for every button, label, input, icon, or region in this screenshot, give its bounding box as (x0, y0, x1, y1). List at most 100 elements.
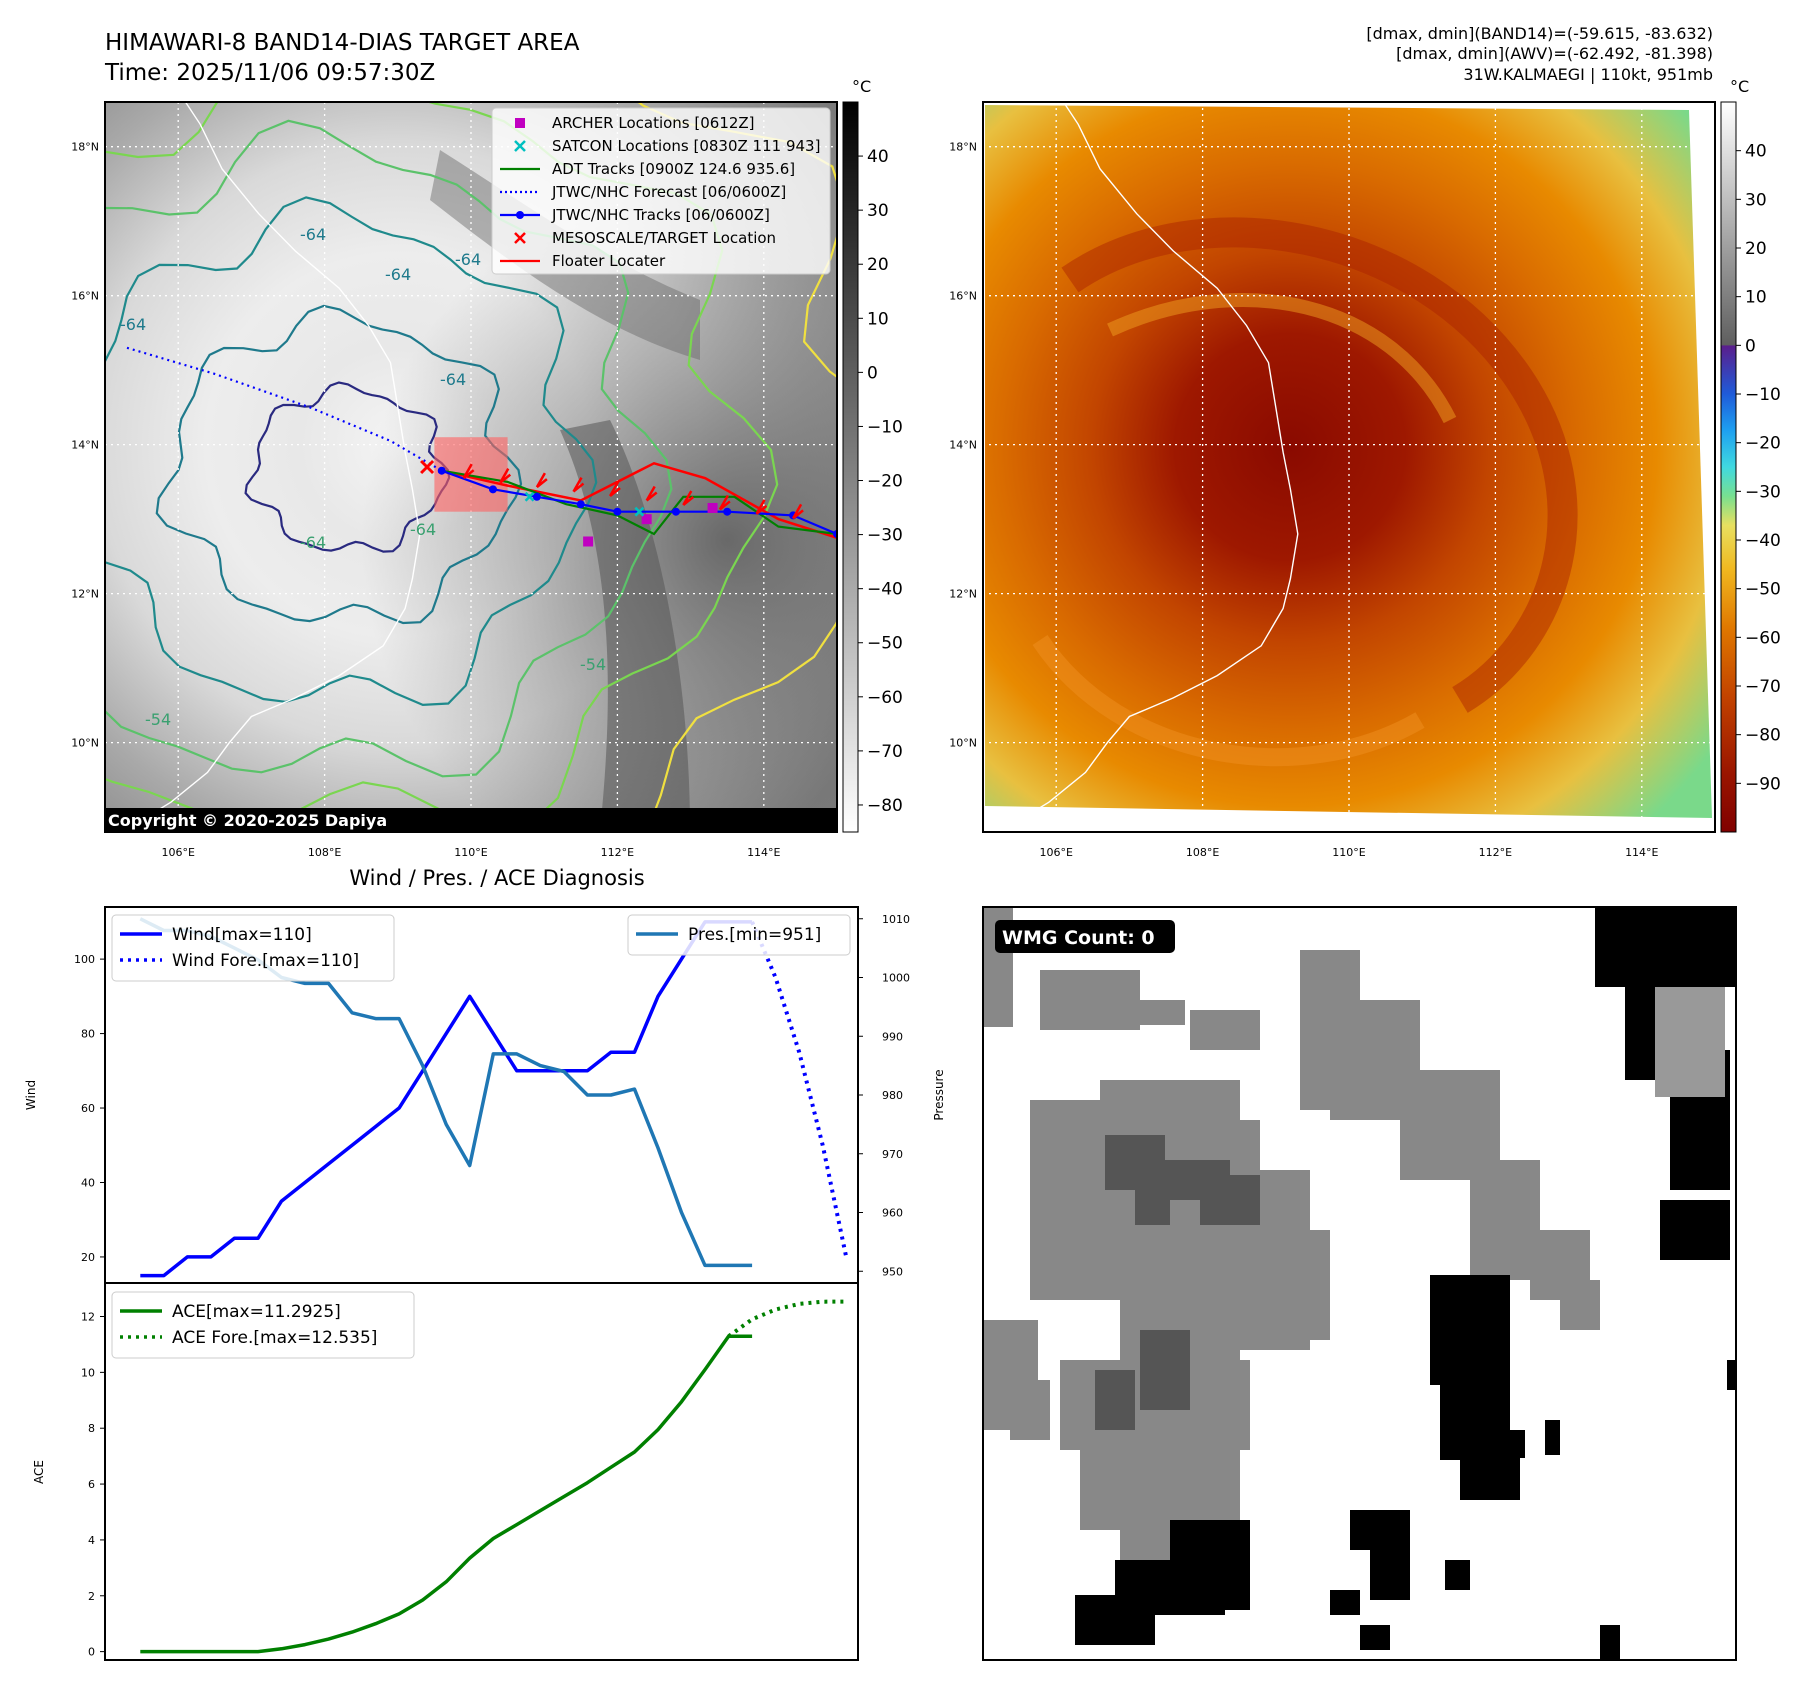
colorbar-tick-label: −80 (867, 796, 903, 816)
wind-barb (535, 472, 548, 489)
contour-label: -64 (385, 265, 411, 284)
awv-lat-labels: 18°N 16°N 14°N 12°N 10°N (949, 141, 977, 750)
awv-colorbar-gradient (1720, 101, 1737, 833)
wmg-cell (1330, 1590, 1360, 1615)
legend-label: JTWC/NHC Forecast [06/0600Z] (551, 183, 786, 201)
colorbar-tick-label: −20 (867, 472, 903, 492)
wmg-cell (1190, 1010, 1260, 1050)
lat-label: 16°N (71, 290, 99, 303)
ir-colorbar-unit: °C (852, 77, 871, 96)
ir-colorbar: °C 40 30 20 10 0 −10 −20 −30 −40 −50 −60 −70 −80 (842, 77, 903, 833)
colorbar-tick-label: −40 (1745, 531, 1781, 551)
colorbar-tick-label: 0 (867, 363, 878, 383)
y-tick-label: 8 (88, 1422, 95, 1435)
mesoscale-target-marker (420, 459, 435, 475)
colorbar-tick-label: −50 (1745, 580, 1781, 600)
colorbar-tick-label: 0 (1745, 336, 1756, 356)
awv-spiral-band (1061, 217, 1578, 713)
ir-lon-labels: 106°E 108°E 110°E 112°E 114°E (161, 846, 780, 859)
wmg-cell (1545, 1420, 1560, 1455)
y-tick-label: 12 (81, 1311, 95, 1324)
series-line (140, 1334, 753, 1654)
diagnosis-title: Wind / Pres. / ACE Diagnosis (349, 866, 644, 890)
wmg-cell (1655, 987, 1725, 1097)
chart-legend-label: ACE Fore.[max=12.535] (172, 1328, 377, 1348)
lon-label: 110°E (1332, 846, 1365, 859)
chart-legend-label: ACE[max=11.2925] (172, 1302, 341, 1322)
wmg-cell (1260, 1230, 1330, 1340)
wind-barb (608, 481, 621, 498)
awv-map-panel: 18°N 16°N 14°N 12°N 10°N 106°E 108°E 110°E 112°… (949, 101, 1716, 859)
y-tick-label: 10 (81, 1366, 95, 1379)
archer-location (641, 514, 652, 525)
colorbar-tick-label: 10 (1745, 288, 1767, 308)
contour-label: -64 (300, 533, 326, 552)
ir-lat-labels: 18°N 16°N 14°N 12°N 10°N (71, 141, 99, 750)
storm-tracks (126, 346, 837, 547)
legend-marker-x (514, 232, 526, 244)
lon-label: 106°E (161, 846, 194, 859)
chart-legend-label: Wind Fore.[max=110] (172, 951, 359, 971)
adt-track (441, 469, 837, 536)
contour-label: -54 (145, 710, 171, 729)
awv-spiral-band-2 (1107, 293, 1457, 424)
colorbar-tick-label: 40 (867, 147, 889, 167)
series-line (140, 920, 753, 1278)
colorbar-tick-label: −70 (1745, 677, 1781, 697)
wmg-cell (1200, 1175, 1260, 1225)
wmg-cell (1350, 1510, 1410, 1550)
colorbar-tick-label: −40 (867, 580, 903, 600)
series-line (727, 1299, 847, 1338)
jtwc-track-point (576, 500, 585, 509)
wmg-cell (1660, 1200, 1730, 1260)
chart-legend-label: Pres.[min=951] (688, 925, 821, 945)
wmg-cell (1135, 1190, 1170, 1225)
wmg-cell (1075, 1595, 1155, 1645)
info-line-3: 31W.KALMAEGI | 110kt, 951mb (1463, 65, 1713, 84)
track-legend: ARCHER Locations [0612Z] SATCON Locations… (491, 107, 831, 275)
archer-location (707, 502, 718, 513)
map-gridlines-awv (983, 102, 1715, 832)
contour-labels: -64 -64 -64 -64 -64 -54 -54 -64 -64 (120, 225, 606, 729)
coastline (133, 102, 421, 826)
awv-colorbar-unit: °C (1730, 77, 1749, 96)
awv-lon-labels: 106°E 108°E 110°E 112°E 114°E (1039, 846, 1658, 859)
contour-label: -64 (410, 520, 436, 539)
figure-time: Time: 2025/11/06 09:57:30Z (104, 60, 435, 86)
coastline-path (1011, 102, 1299, 826)
wmg-cell (1560, 1280, 1600, 1330)
legend-marker-square (515, 118, 525, 128)
y-tick-label: 100 (74, 953, 95, 966)
jtwc-track-point (532, 492, 541, 501)
legend-label: ARCHER Locations [0612Z] (552, 114, 755, 132)
jtwc-track-point (437, 466, 446, 475)
chart-legend-frame (111, 1291, 415, 1359)
ir-map-frame (104, 101, 838, 833)
jtwc-forecast-track (126, 346, 443, 472)
jtwc-track-point (488, 485, 497, 494)
wind-axis-label: Wind (24, 1080, 38, 1110)
chart-legend-frame (627, 914, 851, 956)
contour-ring (105, 119, 673, 778)
wmg-count-badge (995, 920, 1175, 953)
chart-legend-frame (111, 914, 395, 982)
ace-chart: 0 2 4 6 8 10 12 ACE[max=11.2925] ACE Fore.[max=1… (32, 1282, 859, 1661)
y2-tick-label: 1000 (882, 972, 910, 985)
satcon-location (634, 506, 645, 517)
contour-label: -64 (120, 315, 146, 334)
legend-label: MESOSCALE/TARGET Location (552, 229, 776, 247)
wind-barb (755, 499, 768, 515)
colorbar-tick-label: 20 (1745, 239, 1767, 259)
wmg-cell (1370, 1550, 1410, 1600)
coastline-path (133, 102, 421, 826)
wind-barb (718, 494, 731, 511)
legend-label: ADT Tracks [0900Z 124.6 935.6] (552, 160, 795, 178)
wind-barb (572, 476, 585, 493)
mesoscale-target-box (434, 437, 508, 512)
lat-label: 14°N (71, 439, 99, 452)
contour-label: -64 (455, 250, 481, 269)
awv-colorbar: °C 40 30 20 10 0 −10 −20 −30 −40 −50 −60 −70 −80 −90 (1720, 77, 1781, 833)
lat-label: 12°N (71, 588, 99, 601)
wmg-cell (1600, 1625, 1620, 1660)
lon-label: 112°E (1479, 846, 1512, 859)
